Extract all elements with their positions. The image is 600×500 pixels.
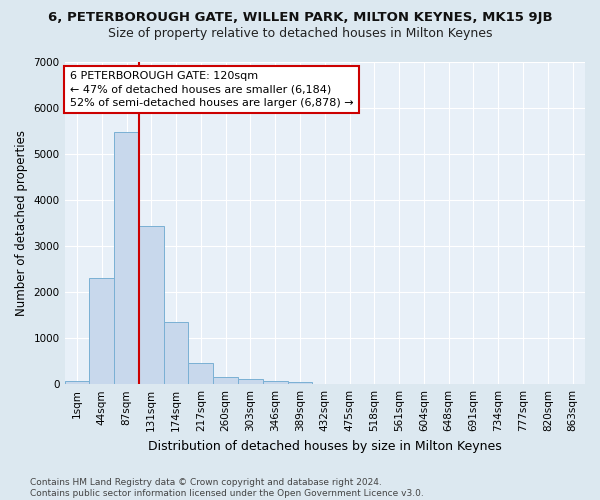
- Bar: [164, 322, 188, 384]
- Text: Contains HM Land Registry data © Crown copyright and database right 2024.
Contai: Contains HM Land Registry data © Crown c…: [30, 478, 424, 498]
- Bar: [238, 380, 263, 384]
- Y-axis label: Number of detached properties: Number of detached properties: [15, 130, 28, 316]
- Bar: [65, 380, 89, 384]
- Text: 6 PETERBOROUGH GATE: 120sqm
← 47% of detached houses are smaller (6,184)
52% of : 6 PETERBOROUGH GATE: 120sqm ← 47% of det…: [70, 71, 353, 108]
- Text: 6, PETERBOROUGH GATE, WILLEN PARK, MILTON KEYNES, MK15 9JB: 6, PETERBOROUGH GATE, WILLEN PARK, MILTO…: [47, 12, 553, 24]
- X-axis label: Distribution of detached houses by size in Milton Keynes: Distribution of detached houses by size …: [148, 440, 502, 452]
- Bar: [114, 132, 139, 384]
- Bar: [139, 226, 164, 384]
- Bar: [213, 376, 238, 384]
- Bar: [89, 278, 114, 384]
- Bar: [263, 381, 287, 384]
- Bar: [188, 363, 213, 384]
- Text: Size of property relative to detached houses in Milton Keynes: Size of property relative to detached ho…: [108, 28, 492, 40]
- Bar: [287, 382, 313, 384]
